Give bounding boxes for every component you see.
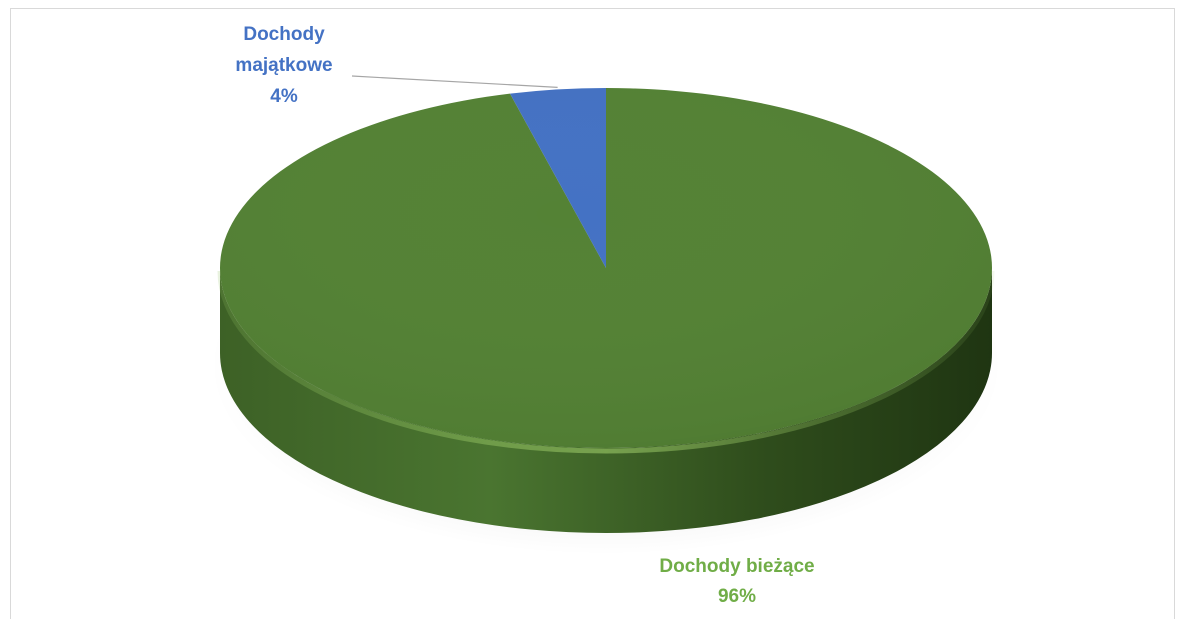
data-label-line: Dochody bieżące bbox=[659, 556, 814, 577]
data-label-line: 96% bbox=[718, 586, 756, 607]
chart-area bbox=[10, 8, 1175, 619]
pie-rim-highlight bbox=[217, 270, 995, 454]
data-label-dochody-biezace: Dochody bieżące 96% bbox=[659, 556, 814, 607]
data-label-line: majątkowe bbox=[235, 55, 332, 76]
pie-side-wall-dochody-biezace bbox=[220, 268, 992, 533]
data-label-line: Dochody bbox=[243, 24, 325, 45]
leader-line-dochody-majatkowe bbox=[351, 75, 558, 88]
pie-top-shading bbox=[220, 88, 992, 448]
data-label-dochody-majatkowe: Dochody majątkowe 4% bbox=[235, 24, 332, 107]
data-label-line: 4% bbox=[270, 86, 298, 107]
